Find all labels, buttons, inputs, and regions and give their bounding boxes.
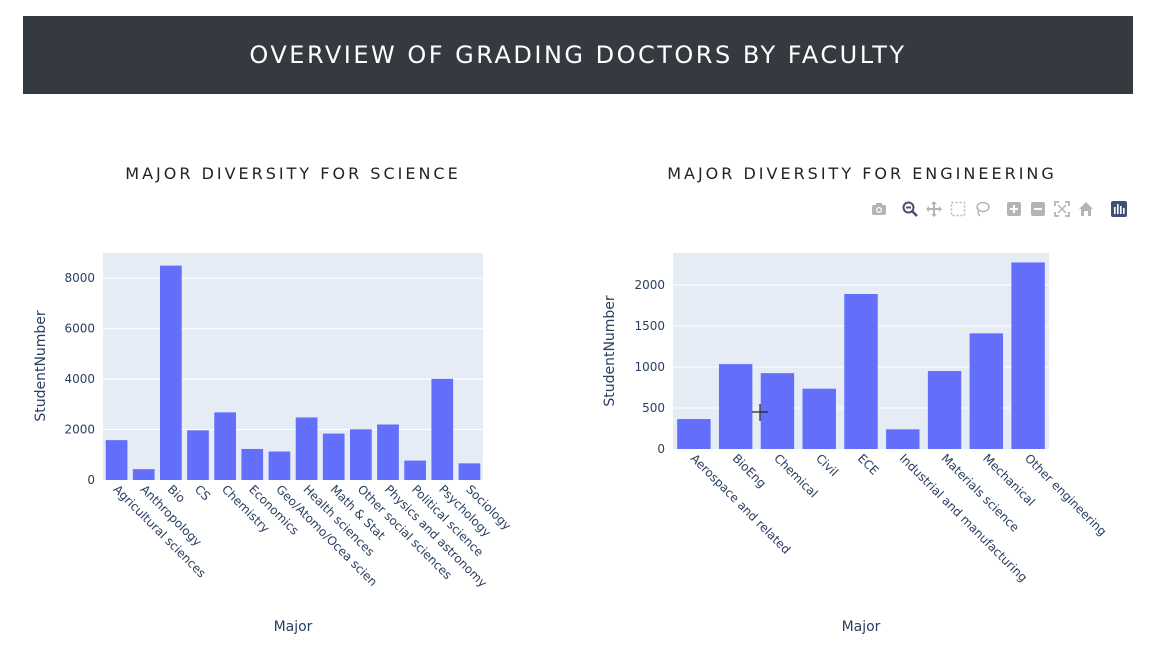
science-y-tick-label: 8000 bbox=[64, 271, 95, 285]
engineering-chart-title: MAJOR DIVERSITY FOR ENGINEERING bbox=[667, 164, 1057, 183]
science-bar[interactable] bbox=[404, 460, 426, 480]
engineering-x-axis-title: Major bbox=[842, 619, 881, 635]
science-y-tick-label: 6000 bbox=[64, 322, 95, 336]
science-y-axis-title: StudentNumber bbox=[33, 310, 49, 422]
engineering-bar[interactable] bbox=[969, 333, 1004, 449]
science-bar[interactable] bbox=[268, 451, 291, 481]
engineering-x-tick-label: Civil bbox=[813, 451, 841, 479]
engineering-bars bbox=[677, 262, 1045, 449]
engineering-y-tick-label: 500 bbox=[642, 401, 665, 415]
engineering-x-tick-label: ECE bbox=[855, 451, 882, 478]
engineering-bar[interactable] bbox=[760, 373, 795, 449]
zoom-out-icon[interactable] bbox=[1029, 200, 1047, 218]
autoscale-icon[interactable] bbox=[1053, 200, 1071, 218]
science-bar[interactable] bbox=[350, 429, 372, 480]
science-chart-title: MAJOR DIVERSITY FOR SCIENCE bbox=[125, 164, 461, 183]
engineering-bar[interactable] bbox=[1011, 262, 1045, 449]
science-bar[interactable] bbox=[160, 265, 182, 480]
lasso-icon[interactable] bbox=[973, 200, 991, 218]
engineering-x-tick-label: Chemical bbox=[771, 451, 820, 500]
science-x-tick-label: CS bbox=[192, 482, 213, 503]
engineering-chart: 0 500 1000 1500 2000 Aerospace and relatedBi… bbox=[602, 253, 1109, 635]
science-bar[interactable] bbox=[377, 424, 399, 480]
engineering-y-tick-label: 2000 bbox=[634, 278, 665, 292]
science-bar[interactable] bbox=[295, 417, 318, 480]
science-bars bbox=[105, 265, 481, 481]
science-bar[interactable] bbox=[241, 448, 264, 480]
engineering-bar[interactable] bbox=[844, 294, 878, 449]
engineering-y-axis-title: StudentNumber bbox=[602, 295, 618, 407]
zoom-in-icon[interactable] bbox=[1005, 200, 1023, 218]
engineering-bar[interactable] bbox=[886, 429, 920, 449]
engineering-bar[interactable] bbox=[927, 371, 962, 449]
engineering-bar[interactable] bbox=[802, 388, 836, 449]
science-chart: 0 2000 4000 6000 8000 Agricultural sciencesA… bbox=[33, 253, 514, 635]
science-bar[interactable] bbox=[322, 433, 345, 480]
science-y-tick-label: 2000 bbox=[64, 423, 95, 437]
engineering-x-tick-label: BioEng bbox=[730, 451, 769, 490]
camera-icon[interactable] bbox=[870, 200, 888, 218]
reset-axes-icon[interactable] bbox=[1077, 200, 1095, 218]
science-bar[interactable] bbox=[458, 463, 481, 480]
page-header: OVERVIEW OF GRADING DOCTORS BY FACULTY bbox=[23, 16, 1133, 94]
science-bar[interactable] bbox=[132, 469, 155, 480]
zoom-icon[interactable] bbox=[901, 200, 919, 218]
engineering-y-tick-label: 1000 bbox=[634, 360, 665, 374]
science-bar[interactable] bbox=[105, 440, 128, 480]
box-select-icon[interactable] bbox=[949, 200, 967, 218]
modebar bbox=[866, 200, 1136, 220]
plotly-logo-icon[interactable] bbox=[1110, 200, 1128, 218]
engineering-x-tick-label: Materials science bbox=[938, 451, 1021, 534]
science-y-tick-label: 0 bbox=[87, 473, 95, 487]
engineering-bar[interactable] bbox=[677, 419, 711, 449]
engineering-y-ticks: 0 500 1000 1500 2000 bbox=[634, 278, 665, 456]
pan-icon[interactable] bbox=[925, 200, 943, 218]
engineering-bar[interactable] bbox=[718, 364, 753, 449]
engineering-y-tick-label: 0 bbox=[657, 442, 665, 456]
engineering-y-tick-label: 1500 bbox=[634, 319, 665, 333]
science-bar[interactable] bbox=[187, 430, 209, 480]
science-y-tick-label: 4000 bbox=[64, 372, 95, 386]
page-title: OVERVIEW OF GRADING DOCTORS BY FACULTY bbox=[249, 41, 907, 69]
science-bar[interactable] bbox=[431, 378, 454, 480]
science-y-ticks: 0 2000 4000 6000 8000 bbox=[64, 271, 95, 487]
science-x-axis-title: Major bbox=[274, 619, 313, 635]
science-bar[interactable] bbox=[214, 412, 236, 480]
crosshair-cursor-icon bbox=[752, 404, 768, 421]
